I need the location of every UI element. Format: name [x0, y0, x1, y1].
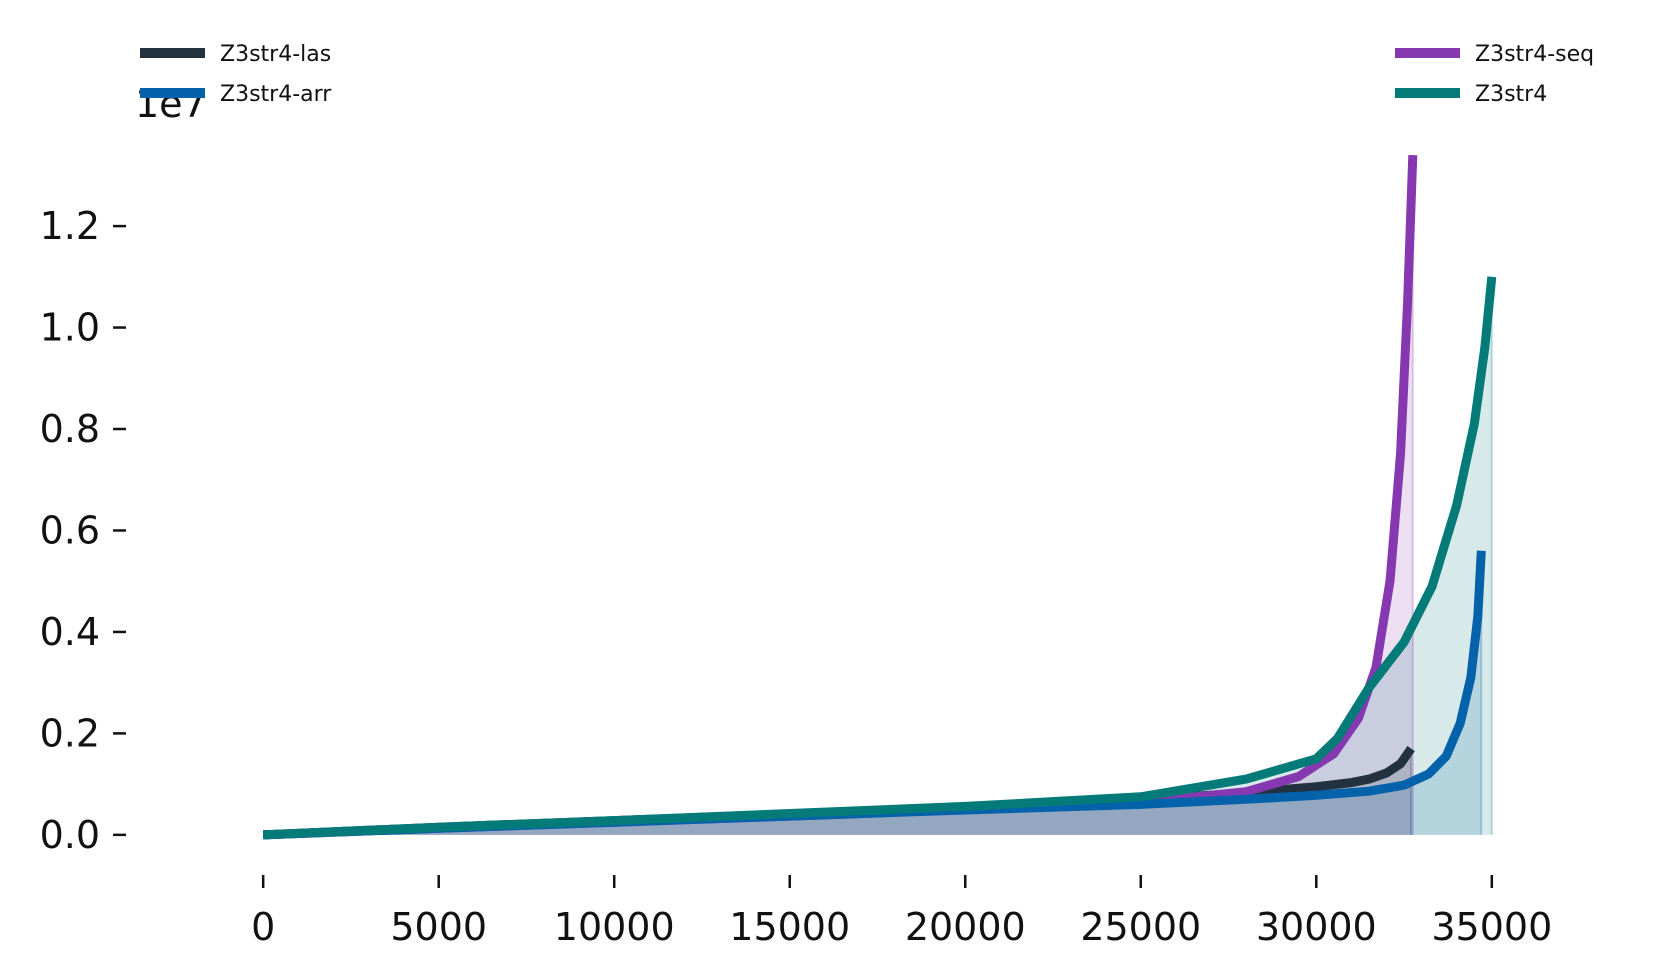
x-tick-label: 20000	[905, 905, 1026, 949]
y-tick-label: 1.2	[40, 204, 100, 248]
area-fill-z3str4-arr	[263, 550, 1482, 835]
area-fill-z3str4-seq	[263, 155, 1413, 835]
y-tick-label: 0.4	[40, 610, 100, 654]
y-axis: 0.0 0.2 0.4 0.6 0.8 1.0 1.2	[40, 204, 126, 857]
series-lines	[263, 154, 1497, 840]
x-tick-label: 35000	[1431, 905, 1552, 949]
legend-label-z3str4: Z3str4	[1475, 82, 1547, 107]
x-tick-label: 25000	[1080, 905, 1201, 949]
series-line-z3str4-arr	[263, 550, 1486, 840]
y-tick-label: 0.0	[40, 813, 100, 857]
x-axis: 0 5000 10000 15000 20000 25000 30000 35000	[251, 875, 1552, 949]
x-tick-label: 15000	[729, 905, 850, 949]
legend: Z3str4-las Z3str4-arr Z3str4-seq Z3str4	[140, 42, 1594, 107]
area-fill-z3str4-las	[263, 748, 1412, 835]
x-tick-label: 30000	[1256, 905, 1377, 949]
series-line-z3str4-seq	[263, 154, 1418, 840]
x-tick-label: 10000	[554, 905, 675, 949]
y-tick-label: 1.0	[40, 306, 100, 350]
legend-label-z3str4-seq: Z3str4-seq	[1475, 42, 1594, 67]
series-line-z3str4	[263, 276, 1497, 840]
y-tick-label: 0.2	[40, 711, 100, 755]
y-tick-label: 0.6	[40, 508, 100, 552]
x-tick-label: 5000	[390, 905, 487, 949]
y-tick-label: 0.8	[40, 407, 100, 451]
area-fill-z3str4	[263, 276, 1492, 835]
legend-label-z3str4-arr: Z3str4-arr	[220, 82, 332, 107]
legend-label-z3str4-las: Z3str4-las	[220, 42, 331, 67]
x-tick-label: 0	[251, 905, 275, 949]
area-fills	[263, 155, 1493, 835]
